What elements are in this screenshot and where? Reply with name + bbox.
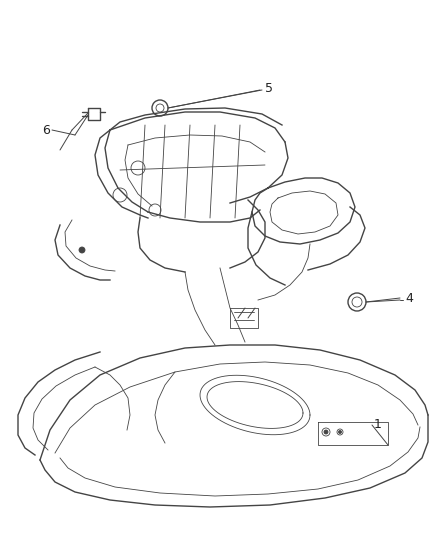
Circle shape (339, 431, 342, 433)
Circle shape (324, 430, 328, 434)
Circle shape (79, 247, 85, 253)
Text: 1: 1 (374, 418, 382, 432)
Text: 4: 4 (405, 292, 413, 304)
Text: 6: 6 (42, 124, 50, 136)
Text: 5: 5 (265, 82, 273, 94)
